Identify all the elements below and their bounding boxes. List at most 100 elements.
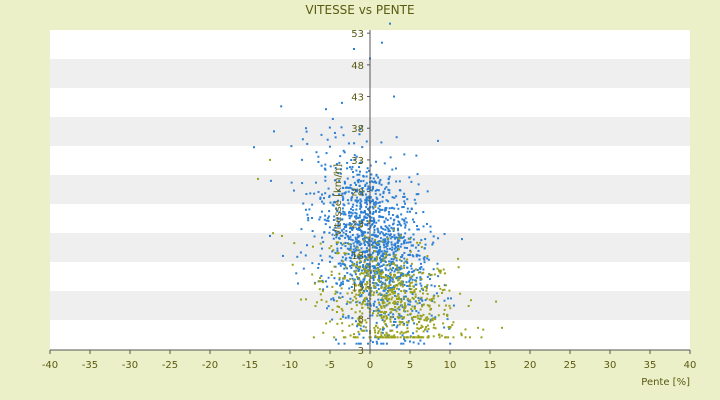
data-point bbox=[321, 247, 323, 250]
data-point bbox=[397, 245, 400, 248]
data-point bbox=[349, 224, 352, 227]
data-point bbox=[374, 238, 377, 241]
data-point bbox=[395, 136, 398, 139]
data-point bbox=[368, 169, 371, 172]
data-point bbox=[332, 219, 335, 222]
data-point bbox=[296, 255, 299, 258]
data-point bbox=[376, 272, 379, 275]
data-point bbox=[390, 269, 393, 272]
data-point bbox=[376, 253, 379, 256]
data-point bbox=[406, 210, 409, 213]
data-point bbox=[367, 265, 370, 268]
data-point bbox=[409, 210, 412, 213]
data-point bbox=[420, 284, 423, 287]
data-point bbox=[380, 284, 383, 287]
data-point bbox=[382, 216, 385, 219]
data-point bbox=[304, 208, 307, 211]
data-point bbox=[377, 336, 380, 339]
data-point bbox=[335, 236, 338, 239]
data-point bbox=[368, 215, 371, 218]
data-point bbox=[375, 336, 378, 339]
data-point bbox=[412, 297, 415, 300]
data-point bbox=[359, 316, 362, 319]
data-point bbox=[331, 203, 334, 206]
data-point bbox=[351, 212, 354, 215]
data-point bbox=[355, 245, 358, 248]
data-point bbox=[430, 273, 433, 276]
data-point bbox=[333, 265, 336, 268]
data-point bbox=[377, 274, 380, 277]
data-point bbox=[380, 272, 383, 275]
data-point bbox=[378, 205, 381, 208]
data-point bbox=[367, 243, 370, 246]
data-point bbox=[379, 248, 382, 251]
data-point bbox=[387, 313, 390, 316]
data-point bbox=[442, 313, 445, 316]
data-point bbox=[412, 233, 415, 236]
data-point bbox=[380, 336, 383, 339]
data-point bbox=[373, 219, 376, 222]
data-point bbox=[395, 266, 398, 269]
data-point bbox=[365, 298, 368, 301]
data-point bbox=[342, 228, 345, 231]
data-point bbox=[361, 146, 364, 149]
data-point bbox=[397, 271, 400, 274]
data-point bbox=[350, 267, 353, 270]
data-point bbox=[369, 291, 372, 294]
data-point bbox=[402, 240, 405, 243]
data-point bbox=[352, 279, 355, 282]
data-point bbox=[301, 182, 304, 185]
data-point bbox=[434, 318, 437, 321]
data-point bbox=[325, 219, 328, 222]
data-point bbox=[398, 258, 401, 261]
data-point bbox=[428, 298, 431, 301]
data-point bbox=[380, 305, 383, 308]
data-point bbox=[341, 315, 344, 318]
data-point bbox=[317, 263, 320, 266]
data-point bbox=[437, 275, 440, 278]
data-point bbox=[407, 321, 410, 324]
data-point bbox=[399, 332, 402, 335]
data-point bbox=[431, 319, 434, 322]
data-point bbox=[385, 199, 388, 202]
data-point bbox=[358, 290, 361, 293]
data-point bbox=[405, 247, 408, 250]
data-point bbox=[327, 276, 330, 279]
data-point bbox=[319, 242, 322, 245]
data-point bbox=[395, 295, 398, 298]
data-point bbox=[407, 330, 410, 333]
data-point bbox=[406, 313, 409, 316]
chart-title: VITESSE vs PENTE bbox=[305, 3, 414, 17]
data-point bbox=[338, 296, 341, 299]
data-point bbox=[339, 172, 342, 175]
data-point bbox=[380, 298, 383, 301]
data-point bbox=[390, 226, 393, 229]
data-point bbox=[354, 236, 357, 239]
data-point bbox=[341, 256, 344, 259]
data-point bbox=[377, 312, 380, 315]
data-point bbox=[391, 246, 394, 249]
data-point bbox=[375, 306, 378, 309]
data-point bbox=[373, 274, 376, 277]
data-point bbox=[371, 281, 374, 284]
data-point bbox=[381, 319, 384, 322]
data-point bbox=[357, 330, 360, 333]
data-point bbox=[402, 296, 405, 299]
data-point bbox=[380, 310, 383, 313]
data-point bbox=[377, 337, 380, 340]
data-point bbox=[390, 263, 393, 266]
data-point bbox=[443, 299, 446, 302]
data-point bbox=[380, 293, 383, 296]
data-point bbox=[444, 284, 447, 287]
data-point bbox=[357, 166, 360, 169]
data-point bbox=[362, 325, 365, 328]
data-point bbox=[410, 267, 413, 270]
data-point bbox=[346, 292, 349, 295]
data-point bbox=[438, 285, 441, 288]
data-point bbox=[329, 165, 332, 168]
data-point bbox=[346, 247, 349, 250]
data-point bbox=[410, 262, 413, 265]
data-point bbox=[388, 189, 391, 192]
data-point bbox=[384, 240, 387, 243]
data-point bbox=[313, 235, 316, 238]
